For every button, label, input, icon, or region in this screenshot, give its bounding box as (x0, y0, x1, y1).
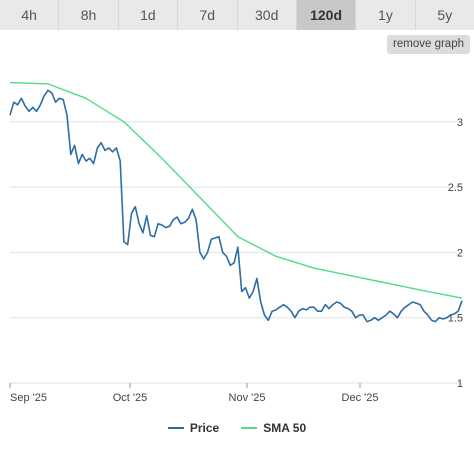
legend-swatch-price (167, 427, 184, 429)
legend-label-price: Price (189, 421, 220, 435)
legend-item-sma[interactable]: SMA 50 (241, 421, 306, 435)
x-tick-label: Sep '25 (10, 392, 47, 404)
tab-1d[interactable]: 1d (118, 0, 179, 30)
y-tick-label: 1 (457, 378, 463, 390)
remove-graph-button[interactable]: remove graph (387, 35, 470, 54)
tab-30d[interactable]: 30d (237, 0, 297, 30)
tab-5y[interactable]: 5y (415, 0, 474, 30)
sma-50-line (9, 81, 463, 299)
y-tick-label: 2 (457, 247, 463, 259)
legend-item-price[interactable]: Price (167, 421, 220, 435)
range-tabs: 4h 8h 1d 7d 30d 120d 1y 5y (0, 0, 474, 30)
y-tick-label: 1.5 (448, 313, 463, 325)
legend-label-sma: SMA 50 (263, 421, 307, 435)
price-line (9, 89, 463, 323)
y-tick-label: 3 (457, 117, 463, 129)
tab-1y[interactable]: 1y (356, 0, 416, 30)
y-tick-label: 2.5 (448, 182, 463, 194)
legend-swatch-sma (241, 427, 258, 429)
tab-7d[interactable]: 7d (178, 0, 238, 30)
tab-4h[interactable]: 4h (0, 0, 60, 30)
price-chart: 1 1.5 2 2.5 3 Sep '25 Oct '25 Nov '25 Dec '25 (9, 81, 463, 404)
x-tick-label: Dec '25 (342, 392, 379, 404)
tab-120d[interactable]: 120d (296, 0, 357, 30)
tab-8h[interactable]: 8h (59, 0, 119, 30)
x-tick-label: Nov '25 (229, 392, 266, 404)
chart-legend: Price SMA 50 (0, 421, 474, 435)
x-tick-label: Oct '25 (113, 392, 148, 404)
